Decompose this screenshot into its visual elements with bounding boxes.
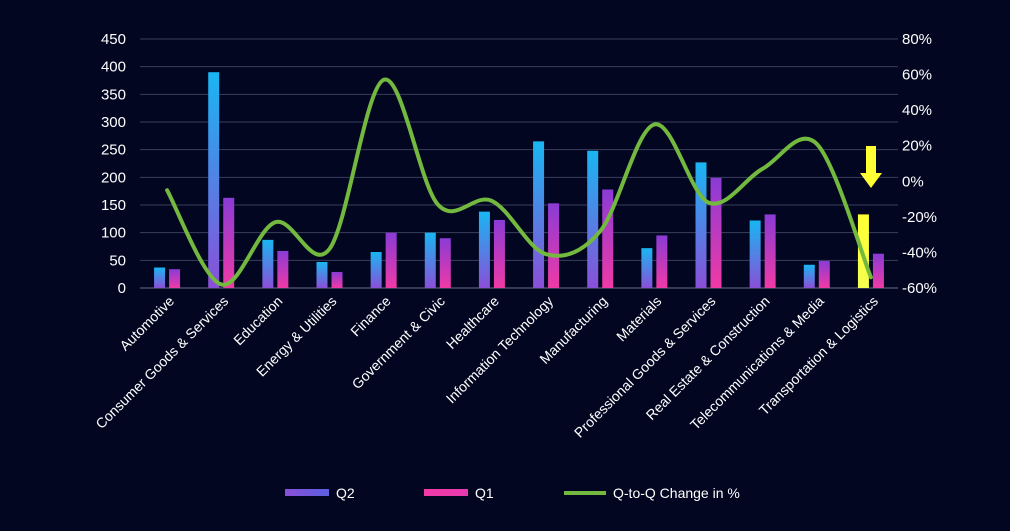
legend-item-q1: Q1 — [424, 485, 494, 501]
y-tick-right: 40% — [902, 102, 932, 119]
category-label: Materials — [613, 293, 664, 344]
legend-swatch-q1 — [424, 489, 468, 496]
y-tick-right: -20% — [902, 209, 937, 226]
bar-q2 — [478, 211, 490, 288]
bar-q1 — [602, 189, 614, 288]
bar-q2 — [533, 141, 545, 288]
bar-q1 — [548, 203, 560, 288]
legend-label-change: Q-to-Q Change in % — [613, 485, 740, 501]
y-tick-left: 50 — [109, 252, 126, 269]
bar-q1 — [439, 238, 451, 288]
bar-q2 — [587, 150, 599, 288]
y-tick-right: -40% — [902, 244, 937, 261]
y-tick-left: 150 — [101, 197, 126, 214]
y-tick-right: 20% — [902, 138, 932, 155]
change-line — [165, 77, 873, 287]
y-tick-right: 80% — [902, 31, 932, 48]
bar-q2 — [316, 261, 328, 288]
change-line-path — [165, 77, 873, 287]
bars — [154, 72, 884, 288]
bar-q2 — [641, 248, 653, 288]
bar-q1 — [277, 250, 289, 288]
y-tick-left: 300 — [101, 114, 126, 131]
y-tick-right: 60% — [902, 67, 932, 84]
category-label: Government & Civic — [349, 293, 448, 392]
bar-q2 — [695, 162, 707, 288]
highlight-marker — [860, 146, 882, 188]
bar-q1 — [818, 260, 830, 288]
bar-q1 — [331, 271, 343, 288]
category-label: Education — [230, 293, 285, 348]
y-tick-left: 250 — [101, 142, 126, 159]
legend: Q2 Q1 Q-to-Q Change in % — [285, 485, 740, 501]
bar-q1 — [872, 253, 884, 288]
legend-label-q2: Q2 — [336, 485, 355, 501]
y-tick-left: 350 — [101, 86, 126, 103]
legend-label-q1: Q1 — [475, 485, 494, 501]
bar-q2 — [262, 239, 274, 288]
y-tick-left: 450 — [101, 31, 126, 48]
bar-q1 — [764, 214, 776, 288]
bar-q2 — [424, 232, 436, 288]
legend-item-q2: Q2 — [285, 485, 355, 501]
bar-q2 — [154, 267, 166, 288]
bar-q2 — [370, 252, 382, 288]
legend-swatch-q2 — [285, 489, 329, 496]
bar-q2 — [803, 264, 815, 288]
legend-item-change: Q-to-Q Change in % — [564, 485, 740, 501]
bar-q1 — [656, 235, 668, 288]
y-tick-left: 200 — [101, 169, 126, 186]
bar-q1 — [385, 232, 397, 288]
bar-q1 — [710, 177, 722, 288]
left-y-axis: 450 400 350 300 250 200 150 100 50 0 — [101, 31, 126, 297]
bar-q2 — [208, 72, 220, 288]
y-tick-left: 400 — [101, 59, 126, 76]
category-label: Information Technology — [443, 293, 556, 406]
y-tick-right: 0% — [902, 173, 924, 190]
bar-q1 — [493, 219, 505, 288]
bar-q2 — [749, 220, 761, 288]
y-tick-left: 0 — [118, 280, 126, 297]
bar-q1 — [169, 269, 181, 288]
down-arrow-icon — [860, 146, 882, 188]
y-tick-right: -60% — [902, 280, 937, 297]
right-y-axis: 80% 60% 40% 20% 0% -20% -40% -60% — [902, 31, 937, 297]
y-tick-left: 100 — [101, 225, 126, 242]
bar-q1 — [223, 197, 235, 288]
category-label: Finance — [347, 293, 394, 340]
